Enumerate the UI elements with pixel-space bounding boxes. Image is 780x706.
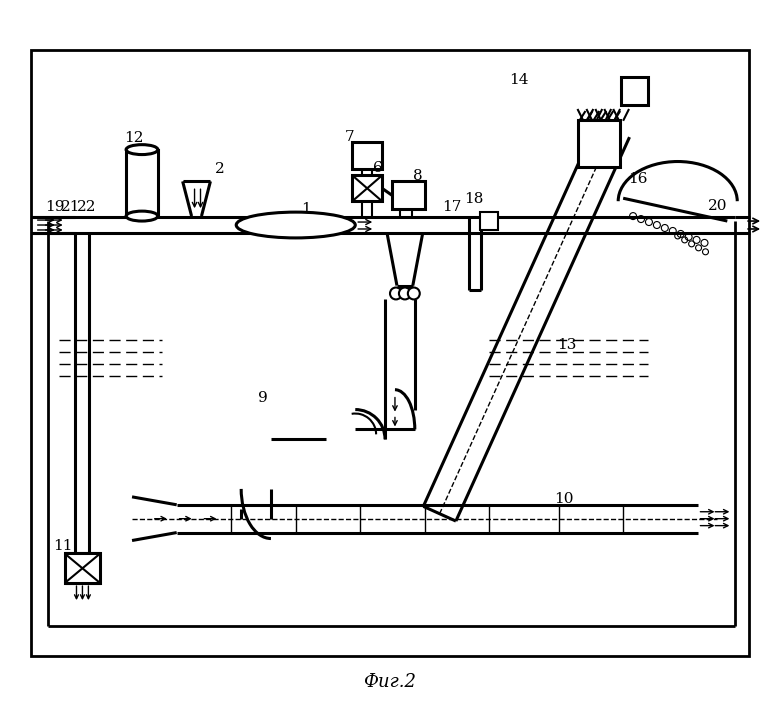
Text: 16: 16 <box>628 172 647 186</box>
Text: 9: 9 <box>258 390 268 405</box>
Bar <box>480 212 498 230</box>
Text: 12: 12 <box>124 131 144 145</box>
Text: 8: 8 <box>413 169 423 184</box>
Bar <box>31 50 749 656</box>
Text: 18: 18 <box>463 192 483 206</box>
Circle shape <box>390 287 402 299</box>
Text: 6: 6 <box>373 162 383 176</box>
Bar <box>392 181 425 209</box>
Text: 20: 20 <box>707 199 727 213</box>
Circle shape <box>399 287 411 299</box>
Bar <box>621 77 648 105</box>
Text: 11: 11 <box>53 539 73 554</box>
Text: 21: 21 <box>61 201 80 214</box>
Text: 7: 7 <box>345 130 354 144</box>
Text: 13: 13 <box>557 338 576 352</box>
Bar <box>353 175 382 201</box>
Text: Фиг.2: Фиг.2 <box>363 674 417 691</box>
Text: 14: 14 <box>509 73 529 87</box>
Bar <box>65 554 101 583</box>
Circle shape <box>408 287 420 299</box>
Ellipse shape <box>126 145 158 155</box>
Text: 17: 17 <box>441 201 461 214</box>
Ellipse shape <box>236 212 355 238</box>
Text: 19: 19 <box>45 201 65 214</box>
Ellipse shape <box>126 211 158 221</box>
Text: 22: 22 <box>76 201 96 214</box>
Bar <box>126 150 158 216</box>
Text: 10: 10 <box>554 492 573 505</box>
Bar <box>353 142 382 169</box>
Text: 2: 2 <box>215 162 224 176</box>
Bar <box>578 120 619 167</box>
Text: 1: 1 <box>301 202 310 216</box>
